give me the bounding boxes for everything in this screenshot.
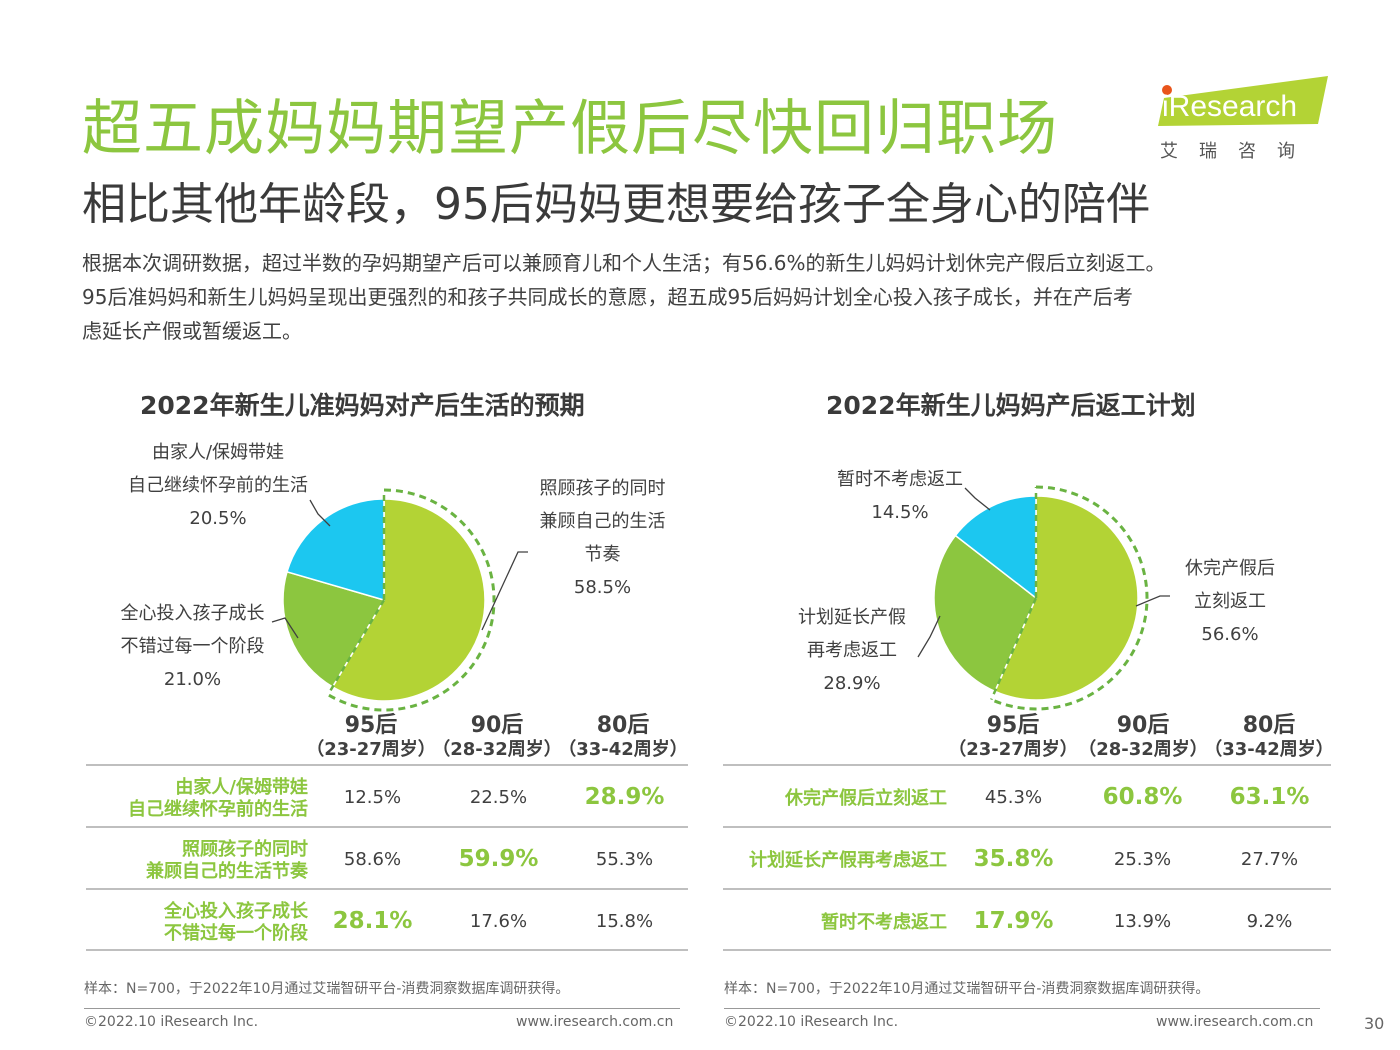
table-left-cell: 15.8% xyxy=(595,911,654,932)
table-right-cell-highlight: 35.8% xyxy=(973,846,1054,872)
table-left-cell: 12.5% xyxy=(343,787,402,808)
pie-left-slice-0 xyxy=(331,498,486,702)
pie-left-label-slice-2: 由家人/保姆带娃 自己继续怀孕前的生活 20.5% xyxy=(128,442,308,529)
table-right-divider xyxy=(723,888,1331,890)
table-right-cell: 25.3% xyxy=(1113,849,1172,870)
table-left-col-80: 80后 （33-42周岁） xyxy=(558,713,688,760)
pie-right-highlight-arc xyxy=(990,485,1149,711)
intro-line: 95后准妈妈和新生儿妈妈呈现出更强烈的和孩子共同成长的意愿，超五成95后妈妈计划… xyxy=(82,285,1133,309)
table-right-cell: 27.7% xyxy=(1240,849,1299,870)
table-right-cell: 9.2% xyxy=(1246,911,1293,932)
pie-left-label-slice-0: 照顾孩子的同时 兼顾自己的生活 节奏 58.5% xyxy=(539,478,666,598)
page-title: 超五成妈妈期望产假后尽快回归职场 xyxy=(82,94,1058,164)
table-right-row-label: 休完产假后立刻返工 xyxy=(785,788,947,809)
logo-text: iResearch xyxy=(1162,90,1297,123)
pie-left-slice-1 xyxy=(282,570,386,688)
table-right-row-label: 暂时不考虑返工 xyxy=(821,912,947,933)
table-left-cell: 17.6% xyxy=(469,911,528,932)
table-left-divider xyxy=(86,949,688,951)
pie-left-label-slice-1: 全心投入孩子成长 不错过每一个阶段 21.0% xyxy=(120,603,265,690)
pie-right-leader-1 xyxy=(917,615,941,658)
table-right-cell-highlight: 17.9% xyxy=(973,908,1054,934)
logo-subtext: 艾瑞咨询 xyxy=(1160,141,1316,162)
table-right-col-90: 90后 （28-32周岁） xyxy=(1078,713,1208,760)
table-left-col-90: 90后 （28-32周岁） xyxy=(432,713,562,760)
table-right-divider xyxy=(723,826,1331,828)
table-left-cell: 55.3% xyxy=(595,849,654,870)
table-left-cell: 22.5% xyxy=(469,787,528,808)
table-right-cell: 45.3% xyxy=(984,787,1043,808)
table-right-divider xyxy=(723,949,1331,951)
table-right-cell: 13.9% xyxy=(1113,911,1172,932)
table-right-col-80: 80后 （33-42周岁） xyxy=(1204,713,1334,760)
table-left-divider xyxy=(86,888,688,890)
pie-right-leader-0 xyxy=(1135,595,1170,607)
table-left-row-label: 由家人/保姆带娃 自己继续怀孕前的生活 xyxy=(128,777,308,820)
table-left-col-95: 95后 （23-27周岁） xyxy=(306,713,436,760)
pie-right-slice-0 xyxy=(993,495,1139,701)
table-right-cell-highlight: 63.1% xyxy=(1229,784,1310,810)
pie-right-slice-2 xyxy=(954,495,1037,600)
table-right-col-95: 95后 （23-27周岁） xyxy=(948,713,1078,760)
pie-right-leader-2 xyxy=(964,487,991,511)
pie-right-label-slice-1: 计划延长产假 再考虑返工 28.9% xyxy=(798,607,906,694)
table-left-cell-highlight: 59.9% xyxy=(458,846,539,872)
table-right-divider xyxy=(723,764,1331,766)
footer-divider-left xyxy=(84,1008,680,1009)
iresearch-logo: iResearch xyxy=(1158,76,1328,126)
table-left-row-label: 全心投入孩子成长 不错过每一个阶段 xyxy=(164,901,308,944)
copyright-left: ©2022.10 iResearch Inc. xyxy=(84,1014,259,1030)
pie-left-highlight-edge xyxy=(326,599,386,696)
pie-left-highlight-arc xyxy=(327,488,496,712)
pie-right-label-slice-0: 休完产假后 立刻返工 56.6% xyxy=(1185,558,1275,645)
table-left-divider xyxy=(86,826,688,828)
intro-line: 根据本次调研数据，超过半数的孕妈期望产后可以兼顾育儿和个人生活；有56.6%的新… xyxy=(82,251,1166,275)
table-left-cell: 58.6% xyxy=(343,849,402,870)
pie-right-highlight-edge xyxy=(990,597,1038,701)
copyright-right: ©2022.10 iResearch Inc. xyxy=(724,1014,899,1030)
url-left[interactable]: www.iresearch.com.cn xyxy=(516,1014,674,1030)
sample-note-right: 样本：N=700，于2022年10月通过艾瑞智研平台-消费洞察数据库调研获得。 xyxy=(724,981,1210,997)
footer-divider-right xyxy=(724,1008,1320,1009)
pie-left-leader-2 xyxy=(309,499,331,527)
table-left-cell-highlight: 28.9% xyxy=(584,784,665,810)
sample-note-left: 样本：N=700，于2022年10月通过艾瑞智研平台-消费洞察数据库调研获得。 xyxy=(84,981,570,997)
table-left-cell-highlight: 28.1% xyxy=(332,908,413,934)
table-left-row-label: 照顾孩子的同时 兼顾自己的生活节奏 xyxy=(146,839,308,882)
chart-title-left: 2022年新生儿准妈妈对产后生活的预期 xyxy=(140,391,585,420)
table-left-divider xyxy=(86,764,688,766)
pie-left-leader-0 xyxy=(481,551,528,631)
url-right[interactable]: www.iresearch.com.cn xyxy=(1156,1014,1314,1030)
intro-paragraph: 根据本次调研数据，超过半数的孕妈期望产后可以兼顾育儿和个人生活；有56.6%的新… xyxy=(82,246,1357,348)
chart-title-right: 2022年新生儿妈妈产后返工计划 xyxy=(826,391,1196,420)
table-right-cell-highlight: 60.8% xyxy=(1102,784,1183,810)
table-right-row-label: 计划延长产假再考虑返工 xyxy=(749,850,947,871)
page-number: 30 xyxy=(1364,1014,1385,1033)
page-subtitle: 相比其他年龄段，95后妈妈更想要给孩子全身心的陪伴 xyxy=(82,179,1150,230)
intro-line: 虑延长产假或暂缓返工。 xyxy=(82,319,302,343)
pie-right-label-slice-2: 暂时不考虑返工 14.5% xyxy=(837,469,963,523)
pie-left-leader-1 xyxy=(271,617,299,639)
